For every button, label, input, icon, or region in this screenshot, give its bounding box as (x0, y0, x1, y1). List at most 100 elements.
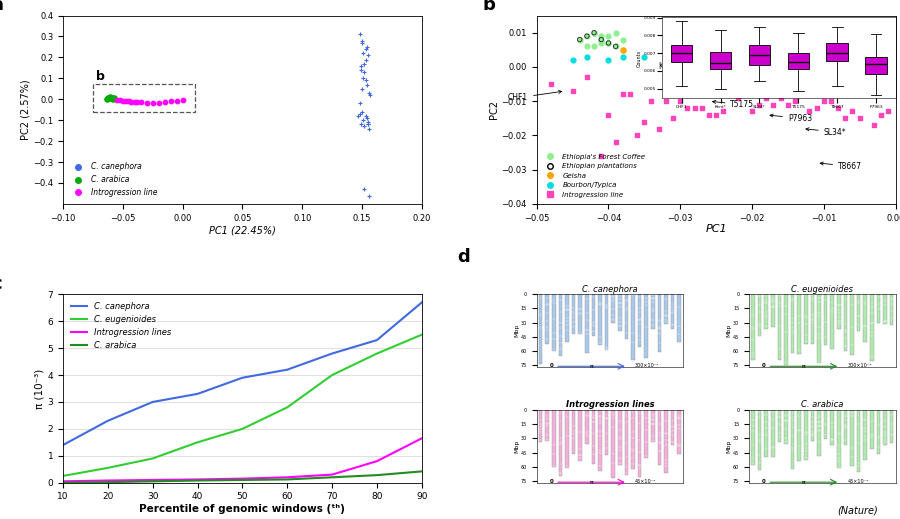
Bar (837, 410, 841, 468)
Bar (598, 294, 602, 346)
Point (637, 52, 652, 61)
Bar (585, 410, 589, 444)
Point (608, 29, 623, 37)
Point (358, 112, 373, 120)
Line: C. arabica: C. arabica (63, 471, 422, 483)
Bar (565, 294, 569, 342)
Point (356, 116, 371, 125)
Point (360, 80, 374, 89)
Point (616, 90, 630, 99)
Introgression lines (282, 474, 292, 481)
Bar (625, 294, 628, 339)
C. canephora (148, 399, 158, 405)
Bar (93, 84, 194, 112)
Bar (764, 294, 768, 329)
Point (106, 94, 121, 103)
C. arabica (327, 474, 338, 481)
Bar (618, 294, 622, 331)
Bar (857, 294, 860, 331)
Point (601, 56, 616, 64)
Introgression lines (372, 458, 382, 465)
Point (351, 112, 365, 120)
Point (356, 49, 371, 58)
Text: 0: 0 (761, 479, 766, 484)
Point (587, 29, 601, 37)
C. eugenioides (103, 465, 113, 471)
Bar (585, 294, 589, 353)
Bar (644, 410, 648, 458)
Point (616, 52, 630, 61)
Point (594, 35, 608, 44)
Point (580, 32, 594, 40)
Bar (605, 410, 608, 455)
Y-axis label: PC2: PC2 (489, 100, 499, 119)
Bar (850, 294, 854, 356)
Bar (651, 410, 654, 442)
Point (780, 101, 795, 109)
Bar (752, 294, 755, 360)
Point (107, 94, 122, 103)
Line: Introgression lines: Introgression lines (63, 438, 422, 481)
Bar (863, 410, 867, 459)
Point (361, 120, 375, 129)
Bar (870, 294, 874, 361)
Point (104, 94, 118, 102)
Bar (658, 294, 662, 352)
Point (852, 114, 867, 122)
C. arabica (282, 476, 292, 483)
Bar (764, 410, 768, 457)
Introgression lines (148, 477, 158, 483)
Bar (631, 410, 634, 469)
Point (146, 99, 160, 107)
Y-axis label: Mbp: Mbp (726, 440, 732, 453)
Bar (831, 294, 834, 349)
Text: SL34*: SL34* (806, 128, 846, 136)
Point (587, 29, 601, 37)
Point (652, 125, 666, 133)
Text: π: π (590, 480, 593, 485)
Point (659, 97, 673, 105)
Point (361, 120, 375, 129)
C. arabica (58, 480, 68, 486)
Title: Introgression lines: Introgression lines (565, 401, 654, 409)
C. canephora (417, 299, 428, 306)
Bar (638, 410, 642, 477)
Bar (877, 410, 880, 454)
Legend: Ethiopia's Forest Coffee, Ethiopian plantations, Geisha, Bourbon/Typica, Introgr: Ethiopia's Forest Coffee, Ethiopian plan… (540, 151, 648, 200)
Bar (670, 294, 674, 330)
Introgression lines (58, 478, 68, 484)
Line: C. eugenioides: C. eugenioides (63, 335, 422, 476)
C. eugenioides (148, 455, 158, 461)
C. eugenioides (58, 473, 68, 479)
Text: 0: 0 (549, 479, 554, 484)
Title: C. eugenioides: C. eugenioides (791, 284, 853, 294)
Text: π: π (802, 480, 806, 485)
Bar (863, 294, 867, 342)
Point (608, 42, 623, 50)
C. eugenioides (237, 426, 248, 432)
Text: b: b (96, 70, 105, 83)
Point (637, 118, 652, 126)
X-axis label: Percentile of genomic windows (ᵗʰ): Percentile of genomic windows (ᵗʰ) (140, 504, 346, 514)
Point (176, 95, 190, 104)
Bar (579, 294, 582, 334)
Point (601, 39, 616, 47)
Point (580, 42, 594, 50)
Point (608, 42, 623, 50)
C. eugenioides (417, 332, 428, 338)
Bar (778, 294, 781, 360)
Point (355, 107, 369, 116)
Point (838, 114, 852, 122)
C. canephora (282, 366, 292, 373)
Bar (572, 294, 575, 334)
Bar (883, 294, 886, 324)
Point (355, 38, 369, 47)
Y-axis label: Mbp: Mbp (514, 324, 519, 337)
Introgression lines (237, 475, 248, 482)
Point (709, 111, 724, 119)
Text: c: c (0, 275, 2, 293)
Point (169, 97, 184, 105)
Bar (771, 410, 775, 457)
Point (659, 56, 673, 64)
Bar (778, 410, 781, 442)
